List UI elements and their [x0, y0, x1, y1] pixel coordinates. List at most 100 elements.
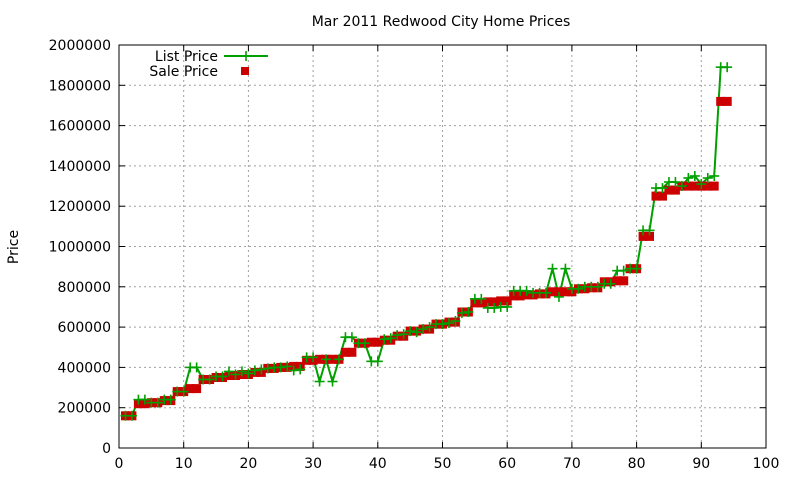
list-price-point [560, 263, 571, 274]
list-price-point [424, 322, 435, 333]
sale-price-point [192, 384, 202, 394]
sale-price-point [658, 191, 667, 201]
sale-price-point [690, 181, 700, 191]
list-price-point [288, 365, 299, 376]
x-tick-label: 10 [175, 456, 193, 472]
sale-price-point [496, 296, 506, 306]
y-tick-label: 800000 [58, 280, 111, 296]
sale-price-point [483, 297, 493, 307]
y-tick-label: 1400000 [49, 159, 111, 175]
legend-marker-sale-price [241, 67, 249, 75]
sale-price-point [366, 337, 376, 347]
sale-price-point [716, 96, 726, 106]
sale-price-point [554, 287, 564, 297]
list-price-point [476, 293, 487, 304]
list-price-point [308, 352, 319, 363]
list-price-point [204, 374, 215, 385]
y-tick-label: 1200000 [49, 199, 111, 215]
sale-price-point [722, 96, 732, 106]
sale-price-point [651, 191, 661, 201]
y-tick-label: 2000000 [49, 38, 111, 54]
list-price-point [541, 287, 552, 298]
list-price-point [385, 333, 396, 344]
list-price-point [346, 332, 357, 343]
list-price-point [314, 376, 325, 387]
list-price-point [230, 369, 241, 380]
y-tick-label: 200000 [58, 401, 111, 417]
list-price-point [547, 263, 558, 274]
list-price-point [321, 354, 332, 365]
y-tick-label: 1000000 [49, 240, 111, 256]
list-price-point [236, 366, 247, 377]
sale-price-point [185, 384, 195, 394]
sale-price-point [340, 347, 350, 357]
list-price-point [282, 361, 293, 372]
list-price-point [379, 334, 390, 345]
list-price-point [670, 177, 681, 188]
x-tick-label: 100 [753, 456, 780, 472]
list-price-point [275, 362, 286, 373]
list-price-point [178, 386, 189, 397]
sale-price-point [489, 297, 499, 307]
sale-price-point [373, 337, 383, 347]
list-price-point [152, 397, 163, 408]
x-tick-label: 40 [369, 456, 387, 472]
sale-price-point [670, 185, 680, 195]
x-tick-label: 80 [628, 456, 646, 472]
list-price-point [249, 365, 260, 376]
list-price-point [243, 368, 254, 379]
list-price-point [295, 364, 306, 375]
sale-price-point [709, 181, 719, 191]
list-price-point [165, 394, 176, 405]
list-price-point [139, 394, 150, 405]
y-tick-label: 400000 [58, 360, 111, 376]
list-price-point [521, 285, 532, 296]
sale-price-point [315, 354, 325, 364]
list-price-point [223, 366, 234, 377]
list-price-point [618, 265, 629, 276]
list-price-point [676, 181, 687, 192]
y-tick-label: 1800000 [49, 78, 111, 94]
sale-price-point [683, 181, 693, 191]
list-price-point [502, 301, 513, 312]
legend: List Price Sale Price [149, 49, 268, 80]
list-price-point [450, 316, 461, 327]
list-price-point [592, 281, 603, 292]
x-tick-label: 70 [563, 456, 581, 472]
list-price-point [392, 330, 403, 341]
list-price-point [644, 225, 655, 236]
list-price-point [722, 62, 733, 73]
plot-frame [118, 44, 767, 449]
list-price-point [333, 354, 344, 365]
list-price-point [657, 183, 668, 194]
x-tick-label: 90 [692, 456, 710, 472]
x-tick-label: 0 [115, 456, 124, 472]
sale-price-point [664, 185, 674, 195]
list-price-point [418, 324, 429, 335]
sale-price-point [515, 291, 525, 301]
sale-price-point [612, 276, 622, 286]
list-price-point [405, 326, 416, 337]
x-tick-label: 20 [239, 456, 257, 472]
x-tick-label: 60 [498, 456, 516, 472]
list-price-point [683, 172, 694, 183]
list-price-point [702, 172, 713, 183]
list-price-point [327, 376, 338, 387]
y-tick-label: 0 [102, 441, 111, 457]
x-tick-label: 30 [304, 456, 322, 472]
sale-price-point [502, 296, 512, 306]
list-price-point [359, 338, 370, 349]
axis-ticks: 0 10 20 30 40 50 60 70 80 90 100 0 200000 400000 60000… [49, 38, 780, 472]
sale-price-point [638, 231, 648, 241]
chart-title: Mar 2011 Redwood City Home Prices [312, 14, 571, 30]
list-price-point [411, 327, 422, 338]
x-tick-label: 50 [434, 456, 452, 472]
list-price-point [262, 363, 273, 374]
sale-price-point [645, 231, 654, 241]
sale-price-point [619, 276, 629, 286]
legend-label-list-price: List Price [155, 49, 218, 65]
sale-price-point [347, 347, 357, 357]
list-price-point [191, 362, 202, 373]
list-price-point [437, 319, 448, 330]
